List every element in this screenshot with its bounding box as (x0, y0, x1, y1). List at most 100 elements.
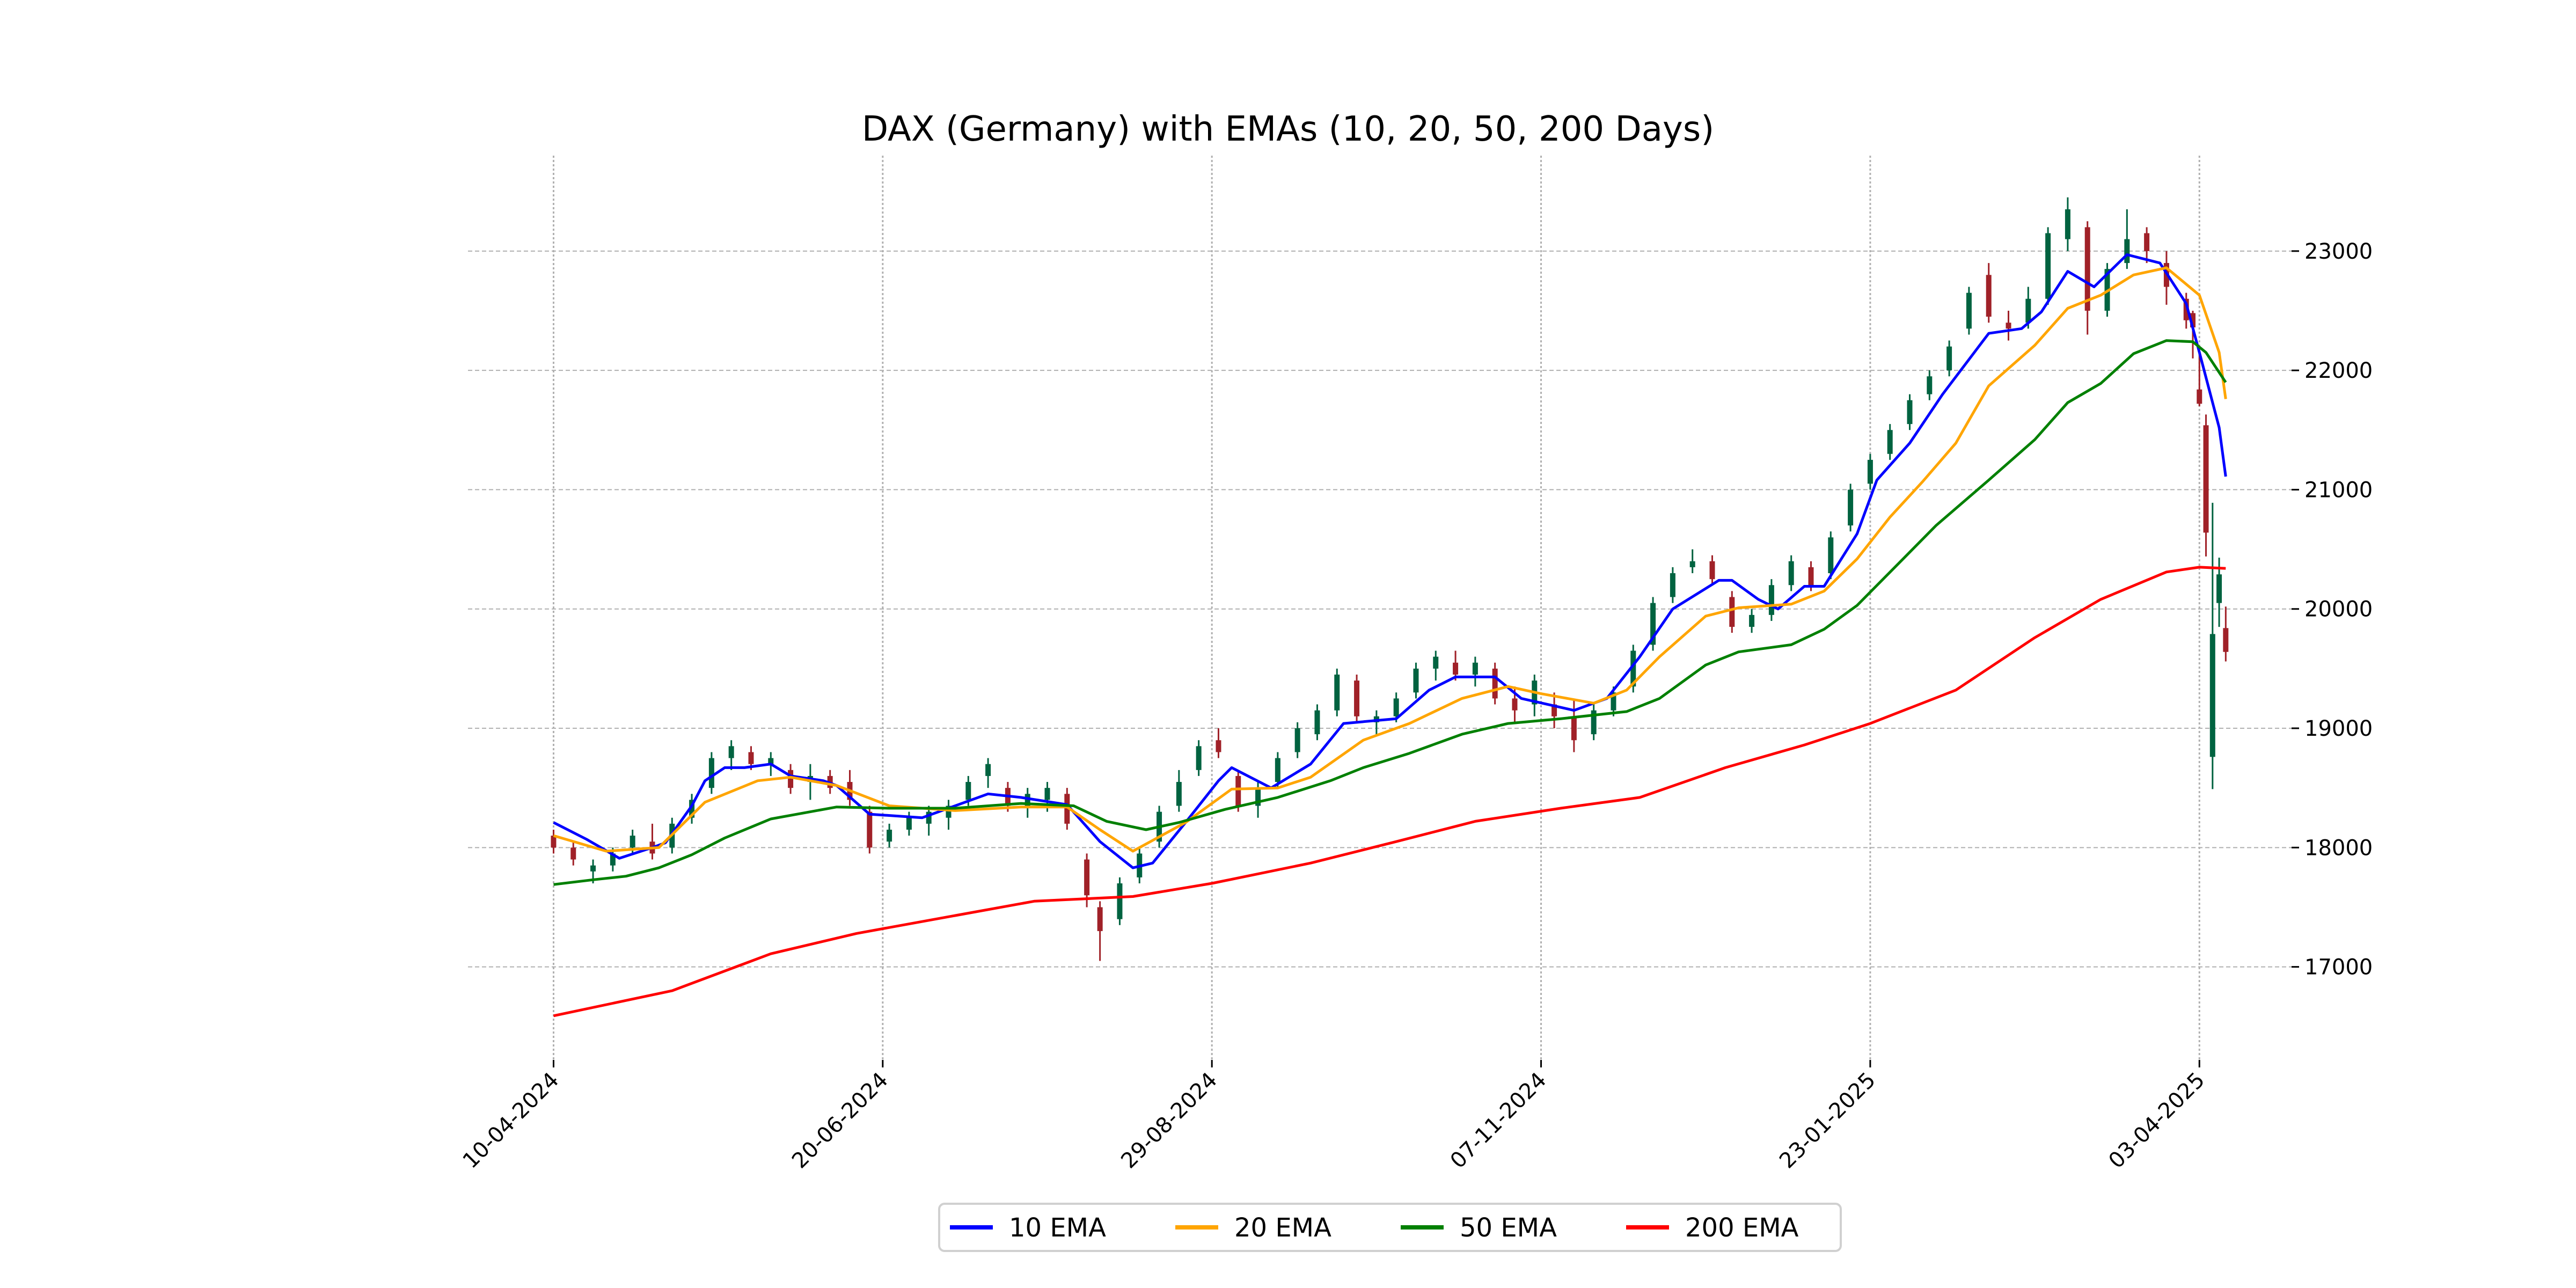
y-tick-label: 22000 (2304, 358, 2373, 383)
candle-body (867, 811, 873, 848)
candle-body (1552, 704, 1557, 716)
y-tick-label: 21000 (2304, 478, 2373, 502)
candle-up (906, 811, 912, 836)
candle-body (2183, 298, 2189, 320)
candle-down (649, 823, 655, 860)
candle-body (926, 811, 932, 824)
candle-down (1571, 698, 1577, 752)
candle-body (689, 800, 695, 818)
y-tick-label: 17000 (2304, 955, 2373, 980)
candle-body (1788, 561, 1794, 586)
candle-body (1235, 775, 1241, 806)
candle-body (2065, 209, 2070, 239)
candle-up (1413, 662, 1419, 699)
ema-line-200-ema (553, 566, 2226, 1018)
x-tick-label: 20-06-2024 (787, 1068, 893, 1174)
candle-body (1084, 859, 1090, 896)
candle-up (926, 806, 932, 836)
candle-body (590, 865, 596, 872)
candle-body (1848, 489, 1854, 526)
candle-up (1867, 453, 1873, 490)
candle-body (1966, 292, 1972, 329)
candle-body (570, 847, 576, 860)
candle-body (1986, 275, 1992, 317)
candle-up (1314, 704, 1320, 741)
candle-body (610, 853, 616, 866)
candle-up (2209, 502, 2215, 789)
candle-body (1591, 710, 1597, 735)
candle-up (1946, 340, 1952, 377)
candle-up (1907, 394, 1913, 430)
candle-body (1512, 698, 1518, 711)
candle-body (630, 836, 635, 848)
axes: 17000 18000 19000 20000 21000 22000 23000 10-04… (458, 239, 2373, 1174)
candle-down (1986, 263, 1992, 323)
candle-body (1044, 788, 1050, 800)
candle-body (2197, 389, 2202, 404)
candle-body (1453, 662, 1459, 675)
candle-down (551, 829, 557, 854)
candle-body (1024, 794, 1030, 806)
candle-down (1492, 662, 1498, 705)
chart-title: DAX (Germany) with EMAs (10, 20, 50, 200… (862, 109, 1714, 149)
candle-down (1709, 555, 1715, 586)
candle-body (2144, 233, 2150, 251)
candle-down (1216, 728, 1221, 758)
candle-body (965, 782, 971, 800)
candle-body (2025, 298, 2031, 323)
candle-down (2084, 221, 2090, 335)
candle-down (1729, 591, 1735, 633)
legend-label: 10 EMA (1009, 1213, 1106, 1243)
candle-up (708, 752, 714, 794)
candle-body (1729, 597, 1735, 627)
candle-down (788, 764, 794, 794)
candle-down (2006, 310, 2011, 341)
candle-up (1768, 579, 1774, 621)
candle-down (2183, 292, 2189, 329)
candle-up (1670, 567, 1675, 603)
candle-body (1216, 740, 1221, 752)
candle-body (1117, 883, 1123, 919)
candle-body (1946, 346, 1952, 371)
candle-body (1275, 758, 1280, 782)
candle-up (1887, 424, 1893, 460)
candle-body (1808, 567, 1814, 586)
legend-label: 50 EMA (1460, 1213, 1557, 1243)
candle-up (1334, 668, 1340, 716)
candle-up (1196, 740, 1202, 776)
x-tick-label: 10-04-2024 (458, 1068, 564, 1174)
candle-down (1235, 770, 1241, 812)
ema-line-50-ema (553, 339, 2227, 886)
legend: 10 EMA 20 EMA 50 EMA 200 EMA (938, 1203, 1842, 1252)
candle-up (946, 800, 952, 830)
ema-lines (553, 253, 2227, 1018)
candle-up (1117, 877, 1123, 925)
candle-up (985, 758, 991, 788)
candle-body (1571, 716, 1577, 741)
candle-up (2065, 197, 2070, 251)
candle-down (570, 841, 576, 866)
candle-body (946, 806, 952, 818)
candle-body (2216, 574, 2222, 603)
candle-body (2190, 313, 2196, 328)
candle-up (2045, 227, 2051, 305)
candle-body (1413, 668, 1419, 693)
candle-body (1709, 561, 1715, 580)
x-tick-label: 03-04-2025 (2104, 1068, 2209, 1174)
candle-body (1314, 710, 1320, 735)
candle-up (1966, 287, 1972, 335)
candle-down (1552, 692, 1557, 729)
candle-body (551, 836, 557, 848)
candle-body (2084, 227, 2090, 311)
grid (468, 156, 2292, 1060)
candle-up (887, 823, 892, 848)
candle-body (1492, 668, 1498, 699)
candle-down (2223, 606, 2229, 662)
x-tick-label: 07-11-2024 (1446, 1068, 1552, 1174)
candle-body (1255, 788, 1261, 806)
candle-body (1472, 662, 1478, 675)
candle-up (1650, 597, 1656, 651)
candle-body (1294, 728, 1300, 752)
candle-body (1393, 698, 1399, 716)
